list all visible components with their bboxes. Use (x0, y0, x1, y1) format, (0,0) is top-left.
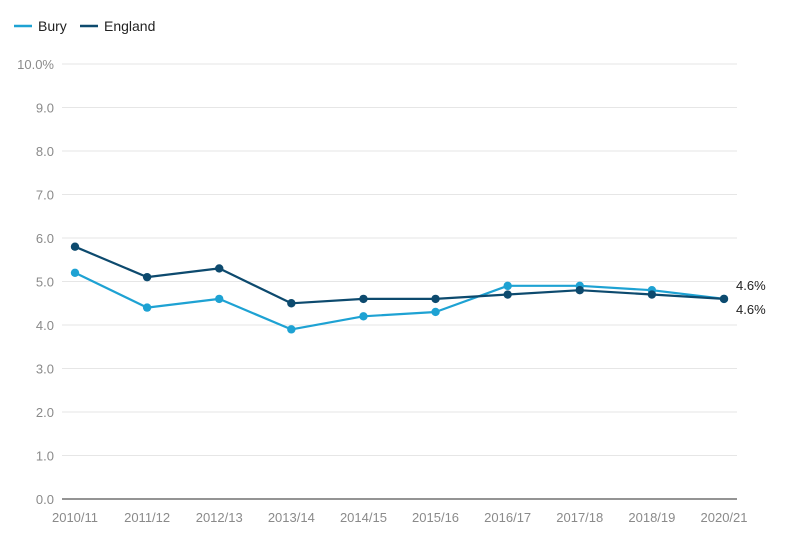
x-tick-label: 2014/15 (340, 510, 387, 525)
legend-item-bury: Bury (14, 18, 67, 34)
y-tick-label: 6.0 (36, 231, 54, 246)
data-point-bury (142, 303, 152, 312)
data-point-england (142, 272, 152, 282)
end-labels: 4.6% 4.6% (736, 278, 766, 317)
gridlines (62, 63, 737, 456)
x-tick-label: 2020/21 (701, 510, 748, 525)
x-tick-label: 2016/17 (484, 510, 531, 525)
data-point-bury (431, 307, 440, 317)
series-england (70, 242, 729, 308)
y-tick-label: 3.0 (36, 362, 54, 377)
data-point-england (719, 294, 729, 304)
y-tick-label: 4.0 (36, 318, 54, 333)
y-tick-label: 9.0 (36, 101, 54, 116)
series-line-bury (73, 271, 726, 331)
x-tick-label: 2012/13 (196, 510, 243, 525)
data-point-bury (503, 281, 512, 291)
y-axis-tick-labels: 0.0 1.0 2.0 3.0 4.0 5.0 6.0 7.0 8.0 9.0 10.0% (17, 57, 54, 507)
legend-label: England (104, 18, 155, 34)
data-point-bury (70, 268, 80, 277)
data-point-bury (287, 325, 296, 334)
data-point-bury (215, 294, 224, 304)
data-point-england (647, 290, 657, 299)
x-tick-label: 2018/19 (628, 510, 675, 525)
y-tick-label: 10.0% (17, 57, 54, 72)
series-layer (70, 242, 729, 334)
y-tick-label: 0.0 (36, 492, 54, 507)
data-point-england (431, 294, 440, 304)
end-label-bury: 4.6% (736, 278, 766, 293)
data-point-england (215, 264, 224, 273)
data-point-england (359, 294, 368, 304)
x-tick-label: 2011/12 (124, 510, 170, 525)
x-tick-label: 2017/18 (556, 510, 603, 525)
x-axis-tick-labels: 2010/11 2011/12 2012/13 2013/14 2014/15 2015/… (52, 510, 748, 525)
data-point-bury (359, 312, 368, 321)
series-line-england (73, 245, 726, 305)
legend: Bury England (14, 18, 155, 34)
y-tick-label: 7.0 (36, 188, 54, 203)
x-tick-label: 2015/16 (412, 510, 459, 525)
y-tick-label: 8.0 (36, 144, 54, 159)
data-point-england (575, 286, 584, 295)
y-tick-label: 2.0 (36, 405, 54, 420)
y-tick-label: 5.0 (36, 275, 54, 290)
y-tick-label: 1.0 (36, 449, 54, 464)
x-tick-label: 2013/14 (268, 510, 315, 525)
data-point-england (70, 242, 80, 251)
data-point-england (503, 290, 512, 299)
legend-item-england: England (80, 18, 155, 34)
series-bury (70, 268, 729, 334)
data-point-england (287, 299, 296, 308)
legend-label: Bury (38, 18, 67, 34)
x-tick-label: 2010/11 (52, 510, 98, 525)
end-label-england: 4.6% (736, 302, 766, 317)
